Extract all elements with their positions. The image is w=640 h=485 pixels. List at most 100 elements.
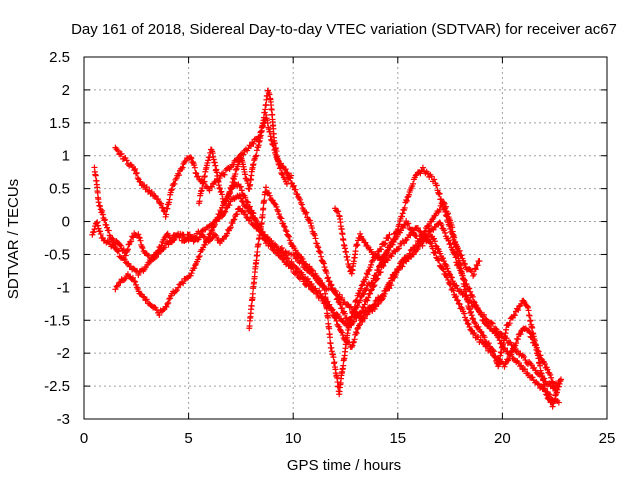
data-point: [359, 235, 366, 242]
data-point: [275, 158, 282, 165]
data-point: [168, 186, 175, 193]
data-point: [160, 307, 167, 314]
data-point: [258, 219, 265, 226]
data-point: [492, 325, 499, 332]
data-point: [469, 293, 476, 300]
data-point: [195, 254, 202, 261]
data-point: [414, 224, 421, 231]
data-point: [218, 208, 225, 215]
data-point: [294, 250, 301, 257]
data-point: [196, 198, 203, 205]
data-point: [335, 208, 342, 215]
data-point: [253, 147, 260, 154]
data-point: [480, 311, 487, 318]
data-point: [155, 196, 162, 203]
data-point: [419, 232, 426, 239]
data-point: [328, 281, 335, 288]
data-point: [232, 170, 239, 177]
data-point: [288, 265, 295, 272]
data-point: [226, 202, 233, 209]
data-point: [518, 362, 525, 369]
data-point: [541, 381, 548, 388]
data-point: [134, 175, 141, 182]
data-point: [308, 266, 315, 273]
data-point: [206, 231, 213, 238]
data-point: [466, 306, 473, 313]
data-point: [436, 190, 443, 197]
data-point: [555, 399, 562, 406]
data-point: [454, 297, 461, 304]
data-point: [209, 234, 216, 241]
data-point: [491, 348, 498, 355]
data-point: [132, 278, 139, 285]
data-point: [191, 233, 198, 240]
data-point: [188, 155, 195, 162]
data-point: [358, 293, 365, 300]
data-point: [521, 353, 528, 360]
data-point: [471, 271, 478, 278]
data-point: [476, 258, 483, 265]
data-point: [384, 257, 391, 264]
data-point: [517, 331, 524, 338]
data-point: [346, 304, 353, 311]
data-point: [165, 299, 172, 306]
data-point: [432, 249, 439, 256]
data-point: [362, 287, 369, 294]
x-tick-label: 15: [389, 430, 406, 447]
data-point: [438, 222, 445, 229]
data-point: [472, 320, 479, 327]
data-point: [309, 225, 316, 232]
data-point: [95, 199, 102, 206]
data-point: [555, 383, 562, 390]
data-point: [456, 301, 463, 308]
data-point: [370, 283, 377, 290]
series-G: [332, 199, 564, 410]
data-point: [138, 243, 145, 250]
data-point: [135, 271, 142, 278]
data-point: [316, 248, 323, 255]
data-point: [330, 354, 337, 361]
data-point: [231, 216, 238, 223]
data-point: [249, 290, 256, 297]
tick-labels: 0 5 10 15 20 25 -3 -2.5 -2 -1.5 -1 -0.5 0 0.5 1 1.5 2 2.5: [44, 49, 615, 447]
data-point: [349, 342, 356, 349]
data-point: [377, 269, 384, 276]
data-point: [551, 397, 558, 404]
x-axis-label: GPS time / hours: [287, 457, 401, 474]
data-point: [270, 125, 277, 132]
data-point: [133, 281, 140, 288]
x-tick-label: 10: [285, 430, 302, 447]
data-point: [431, 176, 438, 183]
data-point: [541, 385, 548, 392]
data-point: [306, 283, 313, 290]
data-point: [405, 191, 412, 198]
data-point: [542, 388, 549, 395]
data-point: [92, 172, 99, 179]
data-point: [525, 327, 532, 334]
data-point: [234, 211, 241, 218]
data-point: [326, 278, 333, 285]
data-point: [336, 323, 343, 330]
data-point: [245, 204, 252, 211]
data-point: [505, 355, 512, 362]
data-point: [548, 374, 555, 381]
data-point: [105, 227, 112, 234]
data-point: [447, 281, 454, 288]
data-point: [273, 203, 280, 210]
data-point: [233, 166, 240, 173]
data-point: [445, 210, 452, 217]
data-point: [474, 262, 481, 269]
data-point: [238, 198, 245, 205]
data-point: [254, 248, 261, 255]
data-point: [152, 254, 159, 261]
data-point: [323, 270, 330, 277]
data-point: [253, 152, 260, 159]
data-point: [114, 282, 121, 289]
data-point: [218, 188, 225, 195]
data-point: [549, 378, 556, 385]
data-point: [289, 264, 296, 271]
data-point: [192, 234, 199, 241]
data-point: [143, 296, 150, 303]
data-point: [421, 228, 428, 235]
